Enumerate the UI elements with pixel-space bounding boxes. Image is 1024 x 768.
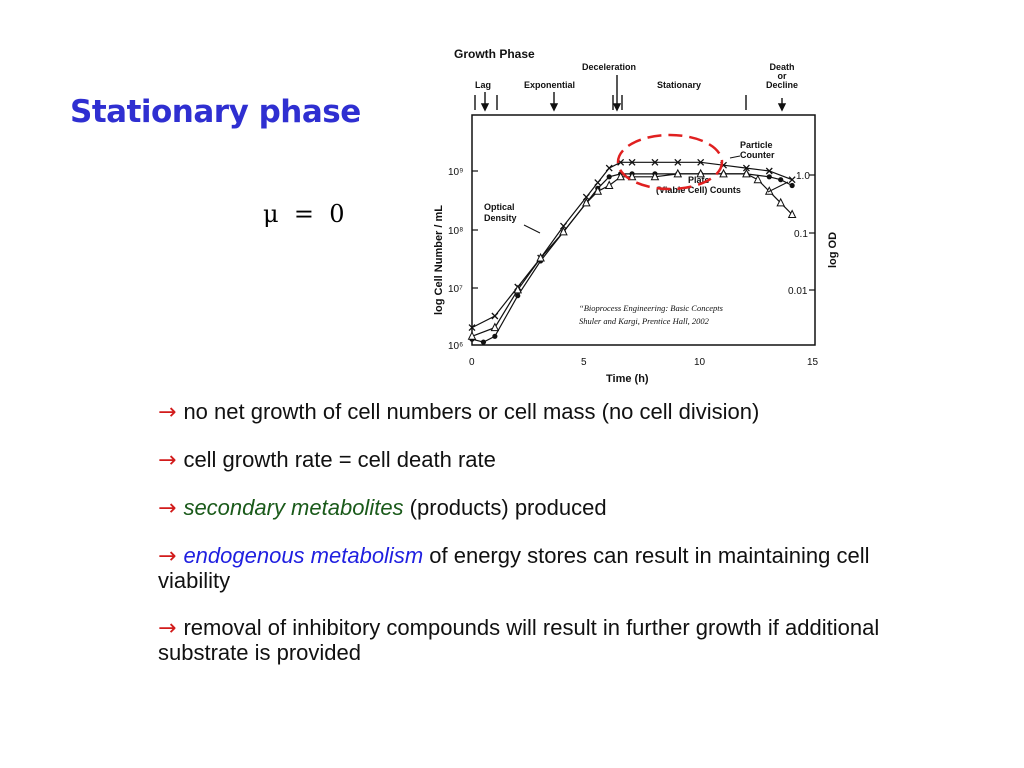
od-tick-0.01: 0.01 xyxy=(788,286,808,297)
phase-markers xyxy=(474,75,787,112)
marker-layer xyxy=(467,158,797,345)
od-tick-1: 1.0 xyxy=(796,171,810,182)
label-plate-counts: Plate (Viable Cell) Counts xyxy=(656,175,741,195)
y-tick-1e9: 10⁹ xyxy=(448,167,463,178)
bullet-item: → removal of inhibitory compounds will re… xyxy=(158,616,898,665)
data-point-triangle xyxy=(742,168,751,178)
x-tick-0: 0 xyxy=(469,357,475,368)
arrow-icon: → xyxy=(158,544,177,569)
data-point-dot xyxy=(778,177,784,183)
bullet-emphasis: endogenous metabolism xyxy=(183,543,424,568)
growth-rate-equation: μ = 0 xyxy=(263,200,345,228)
phase-deceleration: Deceleration xyxy=(582,62,636,72)
growth-curve-figure: Growth Phase Lag Exponential Deceleratio… xyxy=(433,47,839,385)
phase-stationary: Stationary xyxy=(657,80,701,90)
bullet-text: removal of inhibitory compounds will res… xyxy=(158,615,880,665)
bullet-text: (products) produced xyxy=(403,495,607,520)
bullet-item: → endogenous metabolism of energy stores … xyxy=(158,544,898,593)
phase-death: Death or Decline xyxy=(766,62,798,90)
data-point-triangle xyxy=(650,171,660,181)
data-point-x xyxy=(582,193,590,201)
data-point-x xyxy=(468,324,476,332)
data-point-triangle xyxy=(559,226,568,236)
bullet-emphasis: secondary metabolites xyxy=(183,495,404,520)
data-point-x xyxy=(742,164,750,172)
particle-counter-leader xyxy=(729,155,741,159)
citation-line-1: “Bioprocess Engineering: Basic Concepts xyxy=(579,303,724,313)
data-point-x xyxy=(491,312,499,320)
data-point-triangle xyxy=(536,252,545,262)
bullet-text: of energy stores can result in maintaini… xyxy=(158,543,870,593)
right-axis-label: log OD xyxy=(827,232,839,268)
y-axis-label: log Cell Number / mL xyxy=(433,205,445,315)
data-point-triangle xyxy=(696,168,705,178)
arrow-icon: → xyxy=(158,496,177,521)
data-point-triangle xyxy=(719,168,728,178)
x-tick-15: 15 xyxy=(807,357,819,368)
data-point-x xyxy=(788,176,796,184)
data-point-dot xyxy=(480,339,487,345)
data-point-dot xyxy=(766,174,772,180)
arrow-icon: → xyxy=(158,616,177,641)
citation-line-2: Shuler and Kargi, Prentice Hall, 2002 xyxy=(579,316,710,326)
data-point-triangle xyxy=(490,322,500,332)
bullet-list: → no net growth of cell numbers or cell m… xyxy=(158,400,898,688)
arrow-icon: → xyxy=(158,400,177,425)
data-point-x xyxy=(560,222,567,230)
stationary-highlight-ellipse xyxy=(616,133,724,191)
data-point-x xyxy=(697,158,705,166)
data-point-x xyxy=(765,167,773,175)
bullet-text: cell growth rate = cell death rate xyxy=(183,447,496,472)
growth-phase-label: Growth Phase xyxy=(454,47,535,61)
data-point-x xyxy=(605,164,613,172)
y-tick-1e8: 10⁸ xyxy=(448,226,463,237)
x-axis-label: Time (h) xyxy=(606,373,649,385)
label-particle-counter: Particle Counter xyxy=(740,140,775,160)
data-point-triangle xyxy=(787,209,797,218)
data-point-triangle xyxy=(467,331,477,340)
plate-counts-leader xyxy=(767,181,789,193)
optical-density-leader xyxy=(523,224,541,234)
data-point-triangle xyxy=(513,284,523,294)
data-point-triangle xyxy=(604,180,614,189)
phase-exponential: Exponential xyxy=(524,80,575,90)
data-point-triangle xyxy=(753,174,763,184)
y-tick-1e7: 10⁷ xyxy=(448,284,463,295)
arrow-icon: → xyxy=(158,448,177,473)
data-point-triangle xyxy=(776,197,786,207)
data-point-dot xyxy=(492,333,498,339)
data-point-triangle xyxy=(673,168,683,178)
data-point-triangle xyxy=(582,197,591,207)
data-point-triangle xyxy=(593,186,603,195)
y-tick-1e6: 10⁶ xyxy=(448,341,463,352)
bullet-item: → cell growth rate = cell death rate xyxy=(158,448,898,473)
data-point-x xyxy=(628,158,636,166)
od-tick-0.1: 0.1 xyxy=(794,229,808,240)
data-point-dot xyxy=(606,174,612,180)
x-tick-10: 10 xyxy=(694,357,706,368)
data-point-dot xyxy=(789,182,795,189)
label-optical-density: Optical Density xyxy=(484,202,517,223)
x-tick-5: 5 xyxy=(581,357,587,368)
data-point-x xyxy=(674,158,682,166)
data-point-dot xyxy=(515,293,521,299)
data-point-x xyxy=(651,158,659,166)
bullet-item: → secondary metabolites (products) produc… xyxy=(158,496,898,521)
bullet-item: → no net growth of cell numbers or cell m… xyxy=(158,400,898,425)
data-point-triangle xyxy=(616,171,625,181)
phase-lag: Lag xyxy=(475,80,491,90)
data-point-x xyxy=(594,179,602,187)
bullet-text: no net growth of cell numbers or cell ma… xyxy=(183,399,760,424)
slide-title: Stationary phase xyxy=(70,94,361,130)
